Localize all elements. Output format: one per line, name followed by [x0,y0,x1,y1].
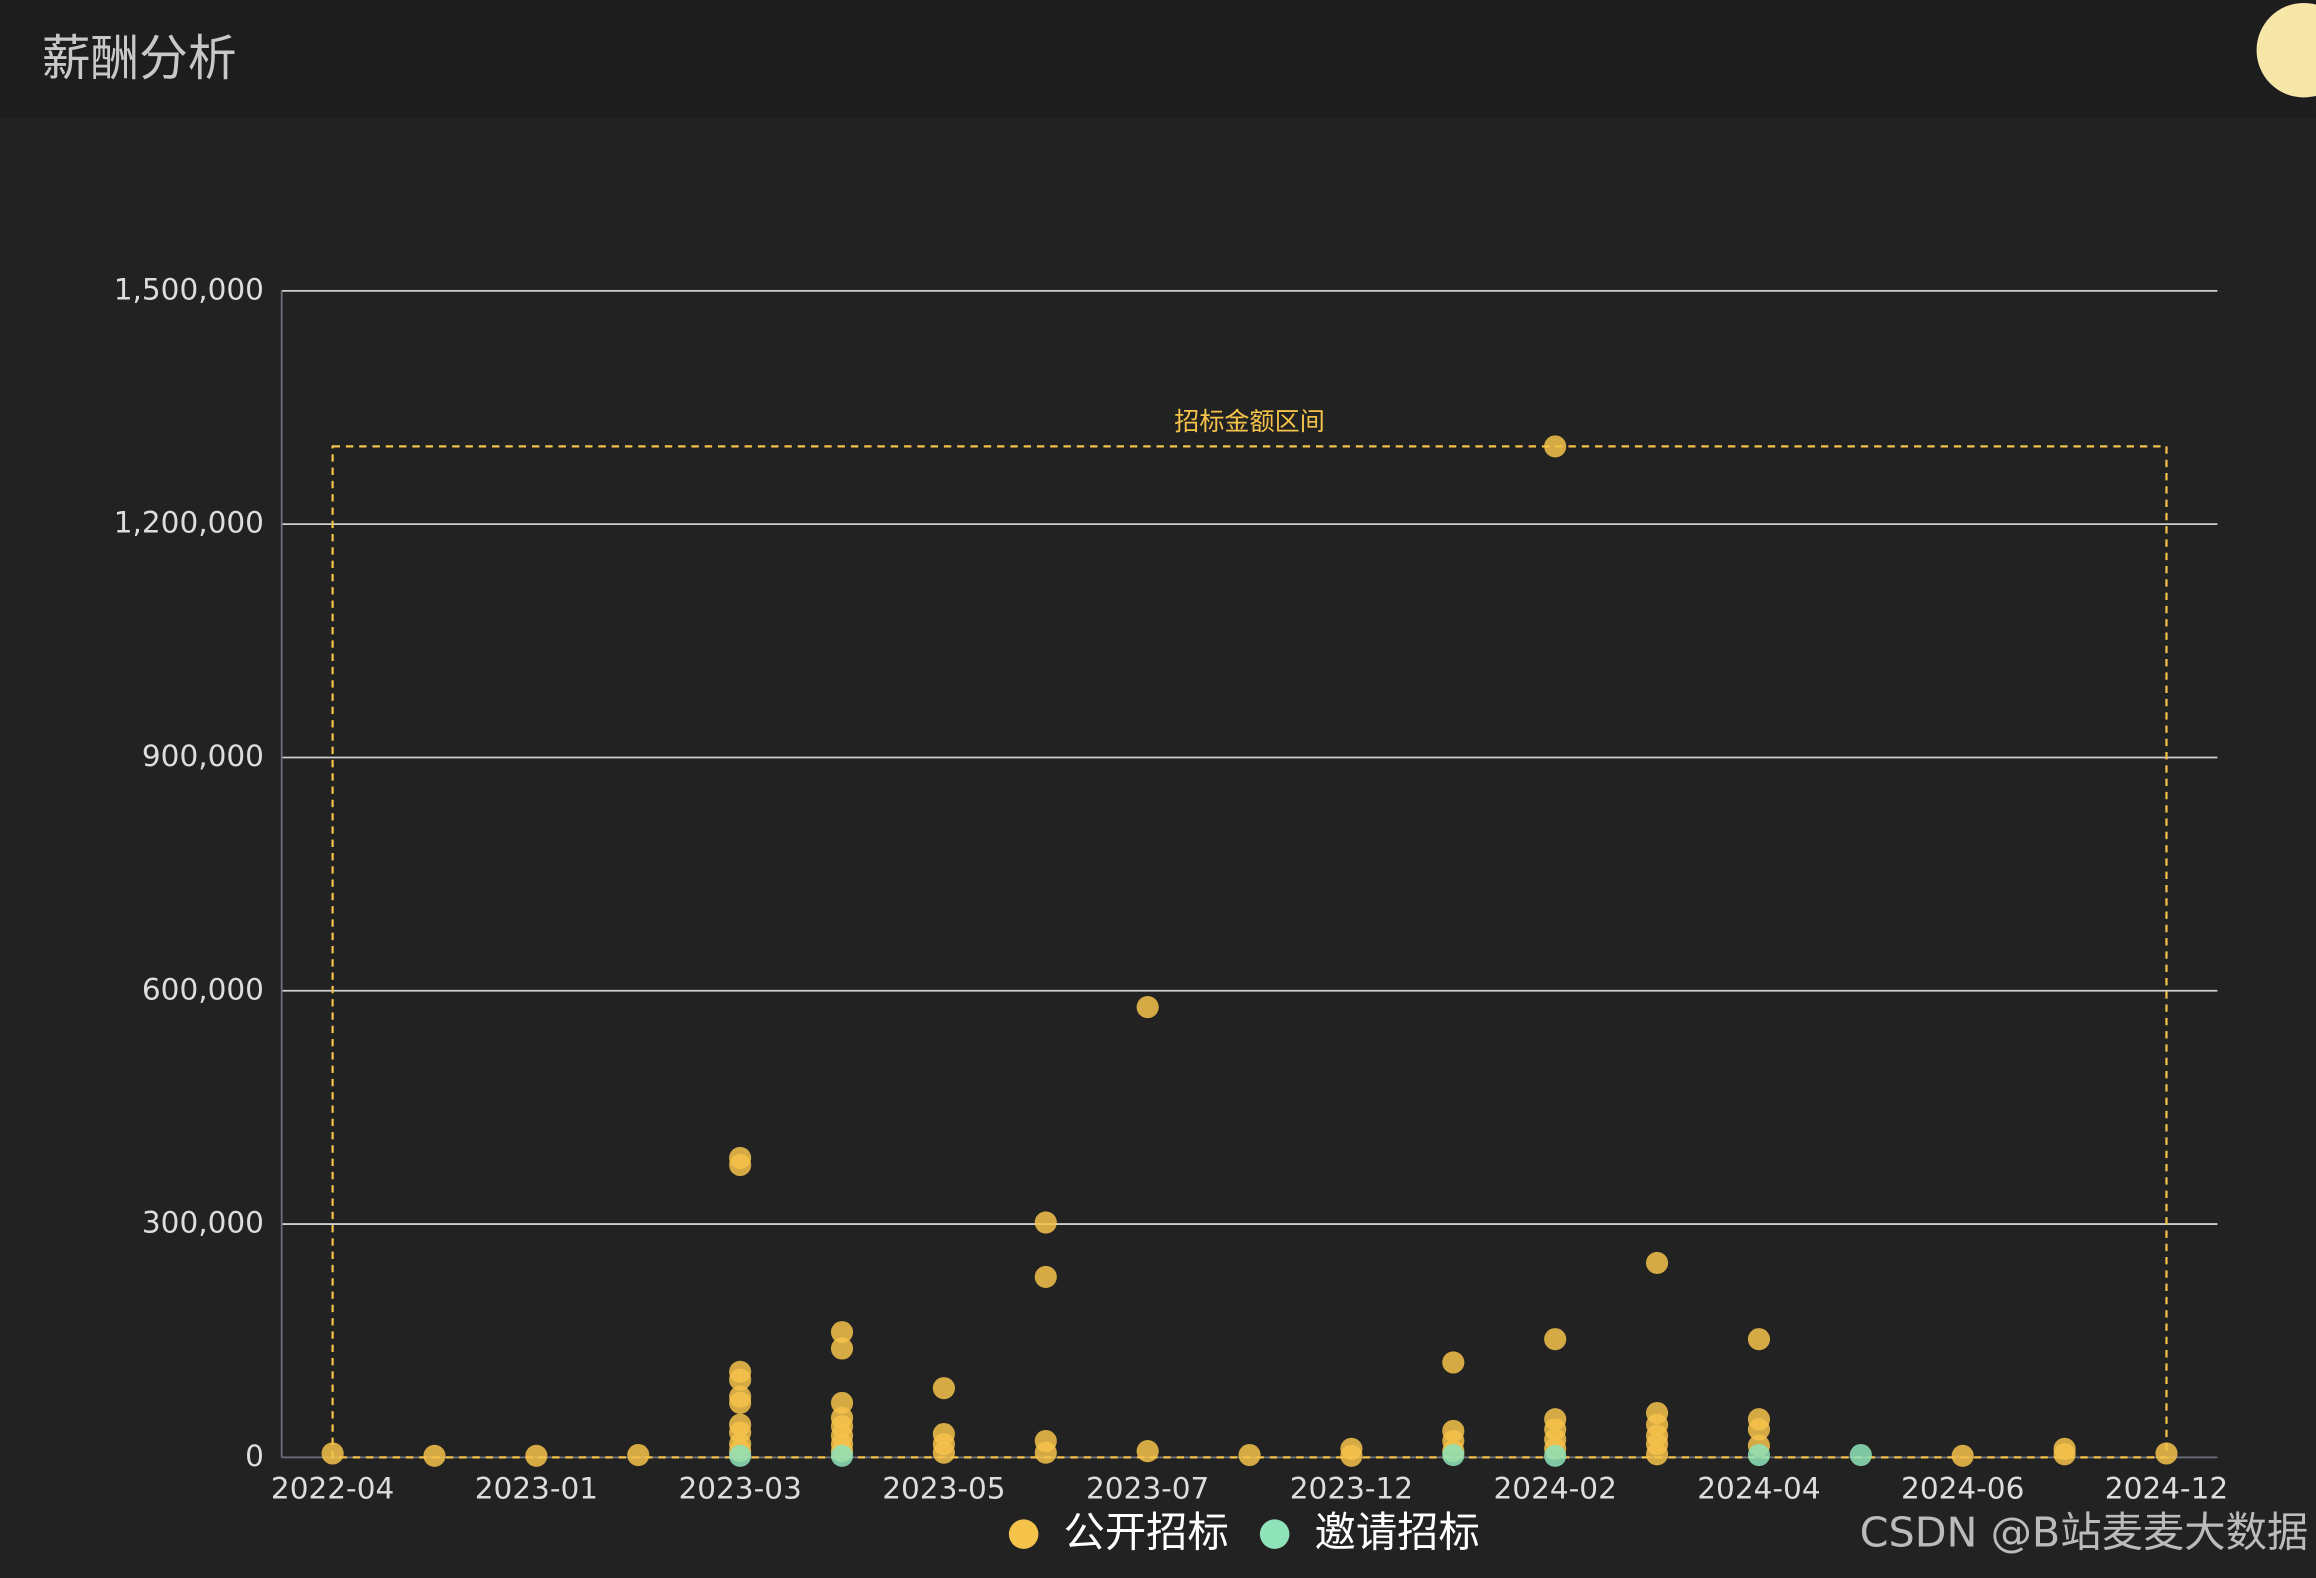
point [627,1443,650,1467]
x-tick-label: 2023-01 [475,1471,598,1505]
y-tick-label: 300,000 [142,1206,264,1240]
x-tick-label: 2022-04 [271,1471,394,1505]
avatar[interactable] [2256,2,2316,98]
y-tick-label: 0 [245,1439,264,1473]
point [2053,1443,2076,1466]
point [1136,996,1159,1019]
x-tick-label: 2023-07 [1086,1471,1209,1505]
point [1747,1328,1771,1351]
point [1747,1418,1771,1441]
point [1442,1351,1465,1374]
point [1034,1211,1057,1234]
y-tick-label: 600,000 [142,972,264,1006]
point [1034,1441,1057,1464]
point [830,1444,854,1467]
point [729,1444,752,1467]
y-tick-label: 1,200,000 [114,506,264,540]
point [1340,1444,1363,1467]
point [729,1153,752,1177]
point [525,1444,548,1467]
point [1849,1443,1872,1467]
x-tick-label: 2024-12 [2105,1471,2228,1505]
point [1645,1443,1669,1466]
point [932,1377,955,1400]
x-tick-label: 2024-04 [1697,1471,1820,1505]
header-bar [0,0,2316,119]
point [423,1444,446,1467]
point [830,1321,854,1344]
point [1238,1443,1261,1467]
x-tick-label: 2024-06 [1901,1471,2024,1505]
point [729,1368,752,1391]
point [1544,1328,1567,1351]
point [1034,1265,1057,1289]
mark-area-label: 招标金额区间 [1174,407,1325,436]
watermark: CSDN @B站麦麦大数据 [1860,1509,2309,1557]
point [932,1441,955,1464]
legend-marker [1008,1519,1039,1549]
point [1645,1251,1669,1275]
legend-label: 公开招标 [1064,1509,1229,1557]
page-title: 薪酬分析 [42,31,237,87]
point [729,1391,752,1414]
point [830,1337,854,1360]
point [1544,1444,1567,1467]
x-tick-label: 2024-02 [1494,1471,1617,1505]
legend-label: 邀请招标 [1315,1509,1480,1557]
point [1544,435,1567,458]
legend-marker [1259,1519,1290,1549]
point [1951,1444,1974,1467]
y-tick-label: 1,500,000 [114,272,264,306]
x-tick-label: 2023-03 [678,1471,801,1505]
point [1442,1443,1465,1467]
y-tick-label: 900,000 [142,739,264,773]
point [1136,1440,1159,1463]
point [321,1442,344,1465]
x-tick-label: 2023-05 [882,1471,1005,1505]
point [2155,1442,2178,1465]
x-tick-label: 2023-12 [1290,1471,1413,1505]
point [1747,1443,1771,1467]
